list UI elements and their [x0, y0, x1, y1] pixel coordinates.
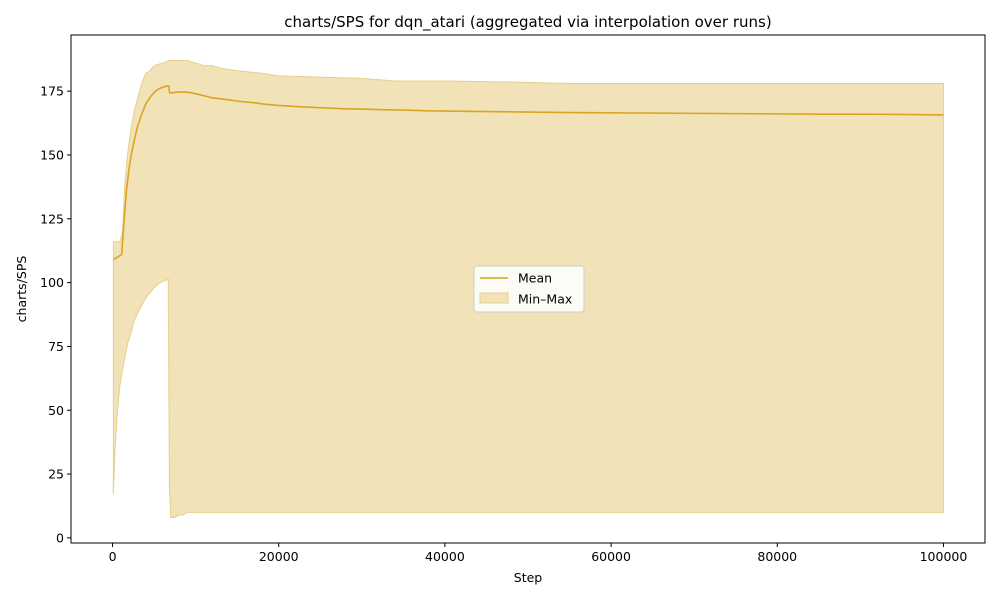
y-tick-label: 0 — [56, 530, 64, 545]
x-axis-label: Step — [514, 570, 543, 585]
legend-label-mean: Mean — [518, 271, 552, 286]
y-tick-label: 150 — [40, 147, 64, 162]
x-tick-label: 60000 — [591, 549, 631, 564]
y-tick-label: 125 — [40, 211, 64, 226]
x-tick-label: 40000 — [425, 549, 465, 564]
x-axis-ticks: 0 20000 40000 60000 80000 100000 — [109, 543, 968, 564]
x-tick-label: 20000 — [259, 549, 299, 564]
legend-label-min-max: Min–Max — [518, 292, 572, 307]
chart-title: charts/SPS for dqn_atari (aggregated via… — [284, 13, 771, 32]
y-axis-ticks: 0 25 50 75 100 125 150 175 — [40, 84, 71, 545]
x-tick-label: 80000 — [757, 549, 797, 564]
y-axis-label: charts/SPS — [14, 256, 29, 323]
legend: Mean Min–Max — [473, 265, 585, 313]
y-tick-label: 100 — [40, 275, 64, 290]
x-tick-label: 0 — [109, 549, 117, 564]
legend-swatch-min-max — [479, 292, 509, 304]
plot-area-frame — [70, 34, 986, 544]
x-tick-label: 100000 — [920, 549, 968, 564]
mean-line-path — [112, 85, 944, 261]
y-tick-label: 25 — [48, 467, 64, 482]
mean-line — [112, 85, 944, 261]
y-tick-label: 175 — [40, 84, 64, 99]
y-tick-label: 50 — [48, 403, 64, 418]
y-tick-label: 75 — [48, 339, 64, 354]
